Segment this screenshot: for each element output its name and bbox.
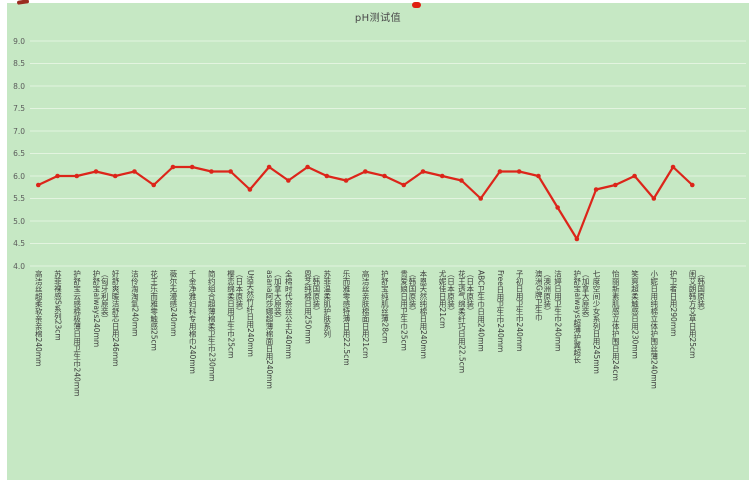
data-point-marker bbox=[593, 187, 599, 192]
data-point-marker bbox=[132, 169, 137, 174]
chart-title: pH测试值 bbox=[354, 13, 402, 24]
x-axis-label: Free日用卫生巾240mm bbox=[495, 270, 505, 353]
x-axis-label: 简约组合超薄棉柔卫生巾230mm bbox=[207, 270, 217, 382]
y-axis-tick: 6.0 bbox=[13, 171, 25, 181]
x-axis-label: 洁伶淘淘氧240mm bbox=[130, 270, 140, 337]
x-axis-label: 怡丽新素肌感立体护围日用24cm bbox=[611, 270, 621, 381]
data-point-marker bbox=[324, 173, 330, 179]
x-axis-label: 全棉时代奈丝公主240mm bbox=[284, 270, 294, 359]
data-point-marker bbox=[478, 196, 484, 201]
x-axis-label: 笑爽超柔触感日用230mm bbox=[630, 270, 640, 359]
x-axis-label: 本恩天然纯棉日用240mm bbox=[418, 270, 428, 359]
x-axis-label: 贵爱娘日用卫生巾25cm （韩国原装） bbox=[399, 270, 418, 351]
x-axis-label: 护舒宝always超薄护翼超长 （加拿大原装） bbox=[572, 270, 591, 364]
x-axis-label: 护舒宝云感棉极薄日用卫生巾240mm bbox=[72, 270, 82, 397]
x-axis-label: 好舒爽暖洁舒芯日用246mm bbox=[111, 270, 121, 367]
x-axis-label: 高洁丝亲肤棉面日用21cm bbox=[361, 270, 371, 359]
data-point-marker bbox=[228, 169, 233, 174]
data-point-marker bbox=[613, 182, 618, 188]
data-point-marker bbox=[189, 164, 195, 170]
data-point-marker bbox=[555, 205, 560, 210]
y-axis-tick: 7.0 bbox=[13, 126, 25, 136]
data-point-marker bbox=[286, 178, 291, 183]
x-axis-label: 薇尔无漫感240mm bbox=[168, 270, 178, 337]
chart-panel[interactable] bbox=[7, 3, 749, 480]
x-axis-label: 小妮日用纯棉立体护围丝薄240mm bbox=[649, 270, 659, 389]
data-point-marker bbox=[112, 173, 118, 179]
data-point-marker bbox=[689, 182, 695, 188]
data-point-marker bbox=[362, 169, 368, 174]
x-axis-label: 樱恋绵柔日用卫生巾25cm （日本原装） bbox=[226, 270, 244, 359]
x-axis-label: 澳洲G牌卫生巾 （澳洲原装） bbox=[534, 270, 552, 321]
x-axis-label: 花王乐而雅零触感25cm bbox=[149, 270, 159, 351]
data-point-marker bbox=[439, 173, 445, 179]
x-axis-label: 护舒宝always240mm （匈牙利原装） bbox=[91, 270, 110, 348]
data-point-marker bbox=[632, 173, 637, 179]
data-point-marker bbox=[36, 182, 41, 188]
data-point-marker bbox=[382, 173, 387, 179]
x-axis-label: 苏菲温柔肌护肤系列 bbox=[322, 270, 332, 338]
y-axis-tick: 4.5 bbox=[13, 239, 25, 248]
stray-red-dot bbox=[412, 2, 421, 8]
x-axis-label: asana阿莎娜超薄棉面日用240mm （加拿大原装） bbox=[265, 270, 283, 389]
y-axis-tick: 6.5 bbox=[13, 149, 25, 158]
x-axis-label: 千金净雅妇科专用棉巾240mm bbox=[188, 270, 198, 374]
x-axis-label: 高洁丝超柔软亲亲棉240mm bbox=[34, 270, 44, 367]
data-point-marker bbox=[343, 178, 349, 183]
x-axis-label: 花王透气绵柔纤巧日用22.5cm （日本原装） bbox=[457, 270, 475, 374]
x-axis-label: 护舒宝纯肌丝薄28cm bbox=[380, 270, 390, 344]
data-point-marker bbox=[536, 173, 541, 179]
x-axis-label: 乐而雅零感特薄日用22.5cm bbox=[341, 270, 351, 366]
y-axis-tick: 8.5 bbox=[13, 59, 25, 68]
data-point-marker bbox=[209, 169, 214, 174]
data-point-marker bbox=[55, 173, 60, 179]
data-point-marker bbox=[459, 178, 464, 183]
ph-series-line bbox=[37, 165, 694, 241]
y-axis-tick: 9.0 bbox=[13, 36, 25, 46]
x-axis-label: 苏菲裸感S系列23cm bbox=[53, 270, 63, 341]
data-point-marker bbox=[420, 169, 426, 174]
data-point-marker bbox=[574, 236, 580, 242]
y-axis-tick: 5.0 bbox=[13, 216, 25, 226]
y-axis-tick: 8.0 bbox=[13, 81, 25, 91]
y-axis-tick: 4.0 bbox=[13, 261, 25, 271]
data-point-marker bbox=[401, 182, 407, 188]
y-axis-tick: 5.5 bbox=[13, 194, 25, 203]
x-axis-label: 子初日用卫生巾240mm bbox=[515, 270, 525, 352]
data-point-marker bbox=[497, 169, 503, 174]
x-axis-label: ABC卫生巾日用240mm bbox=[476, 270, 486, 352]
data-point-marker bbox=[247, 187, 253, 192]
data-point-marker bbox=[516, 169, 522, 174]
x-axis-label: 恩芝纯棉日用250mm （韩国原装） bbox=[303, 270, 321, 344]
data-point-marker bbox=[74, 173, 80, 179]
data-point-marker bbox=[266, 164, 272, 170]
data-point-marker bbox=[651, 196, 657, 201]
x-axis-label: 七度空间少女系列日用245mm bbox=[592, 270, 601, 374]
x-axis-label: U适天然竹纤日用240mm bbox=[245, 270, 255, 357]
data-point-marker bbox=[305, 164, 310, 170]
data-point-marker bbox=[670, 164, 676, 170]
data-point-marker bbox=[93, 169, 99, 174]
x-axis-label: 尤妮佳日用21cm （日本原装） bbox=[438, 270, 456, 329]
y-axis-tick: 7.5 bbox=[13, 104, 25, 113]
data-point-marker bbox=[170, 164, 176, 170]
data-point-marker bbox=[151, 182, 157, 188]
x-axis-label: 洁婷日用卫生巾240mm bbox=[553, 270, 563, 352]
x-axis-label: 闺艾朗韩方艾草日用25cm （韩国原装） bbox=[688, 270, 706, 359]
x-axis-label: 护卫者日用290mm bbox=[668, 270, 678, 337]
